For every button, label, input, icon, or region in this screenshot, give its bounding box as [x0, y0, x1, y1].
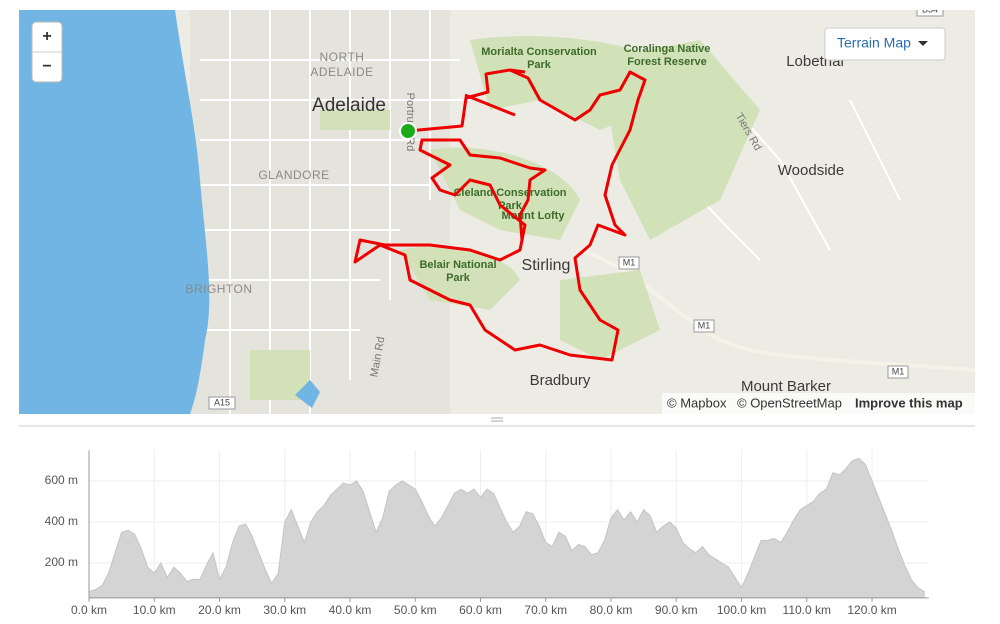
map-label: NORTH	[320, 50, 365, 64]
attribution[interactable]: © OpenStreetMap	[737, 395, 842, 410]
map-label: Park	[527, 59, 552, 71]
map-label: Forest Reserve	[627, 56, 707, 68]
map-label: Cleland Conservation	[453, 187, 566, 199]
urban-area	[190, 10, 450, 414]
dropdown-caret	[918, 41, 928, 46]
map-label: GLANDORE	[258, 168, 329, 182]
y-tick-label: 600 m	[45, 473, 78, 487]
start-marker	[399, 122, 417, 140]
x-tick-label: 120.0 km	[847, 603, 896, 617]
map-label: Mount Barker	[741, 378, 831, 395]
x-tick-label: 40.0 km	[329, 603, 372, 617]
attribution-box	[662, 393, 975, 414]
map-label: Stirling	[522, 257, 571, 274]
map-label: Park	[446, 272, 471, 284]
style-button[interactable]	[824, 27, 946, 61]
map-label: BRIGHTON	[185, 282, 252, 296]
map-label: Adelaide	[312, 95, 386, 116]
elevation-area	[88, 457, 925, 599]
y-tick-label: 400 m	[45, 514, 78, 528]
elevation-chart: 0.0 km 10.0 km 20.0 km 30.0 km 40.0 km 50.0 k…	[45, 450, 929, 617]
x-tick-label: 60.0 km	[459, 603, 502, 617]
zoom-out[interactable]: −	[42, 58, 51, 75]
x-tick-label: 50.0 km	[394, 603, 437, 617]
x-tick-label: 10.0 km	[133, 603, 176, 617]
road-shield: M1	[623, 257, 636, 267]
x-tick-label: 20.0 km	[198, 603, 241, 617]
x-tick-label: 0.0 km	[71, 603, 107, 617]
x-tick-label: 80.0 km	[590, 603, 633, 617]
map-label: Woodside	[778, 162, 844, 179]
zoom-control: + −	[31, 21, 63, 83]
road-shield: M1	[698, 320, 711, 330]
sea	[19, 10, 210, 414]
resize-handle[interactable]	[491, 417, 503, 422]
reservoir	[295, 380, 320, 408]
x-tick-label: 70.0 km	[524, 603, 567, 617]
road-shields: M1 M1 M1 A15 B34	[208, 4, 944, 410]
map-label: Morialta Conservation	[481, 46, 597, 58]
map-label: ADELAIDE	[310, 65, 373, 79]
route	[353, 68, 647, 362]
map-label: Belair National	[419, 259, 496, 271]
parks	[250, 36, 760, 400]
style-button-label[interactable]: Terrain Map	[837, 35, 911, 51]
x-tick-label: 100.0 km	[717, 603, 766, 617]
attribution[interactable]: Improve this map	[855, 395, 963, 410]
y-tick-label: 200 m	[45, 555, 78, 569]
road-shield: M1	[892, 366, 905, 376]
zoom-in[interactable]: +	[42, 28, 51, 45]
map-label: Mount Lofty	[502, 210, 566, 222]
road-label: Portrush Rd	[404, 93, 416, 152]
map-label: Coralinga Native	[624, 43, 711, 55]
x-tick-label: 90.0 km	[655, 603, 698, 617]
road-shield: B34	[922, 4, 938, 14]
map[interactable]: NORTH ADELAIDE Adelaide GLANDORE BRIGHTO…	[19, 4, 975, 414]
map-label: Bradbury	[530, 372, 591, 389]
x-tick-label: 30.0 km	[263, 603, 306, 617]
attribution[interactable]: © Mapbox	[667, 395, 727, 410]
road-shield: A15	[214, 397, 230, 407]
x-tick-label: 110.0 km	[783, 603, 831, 617]
